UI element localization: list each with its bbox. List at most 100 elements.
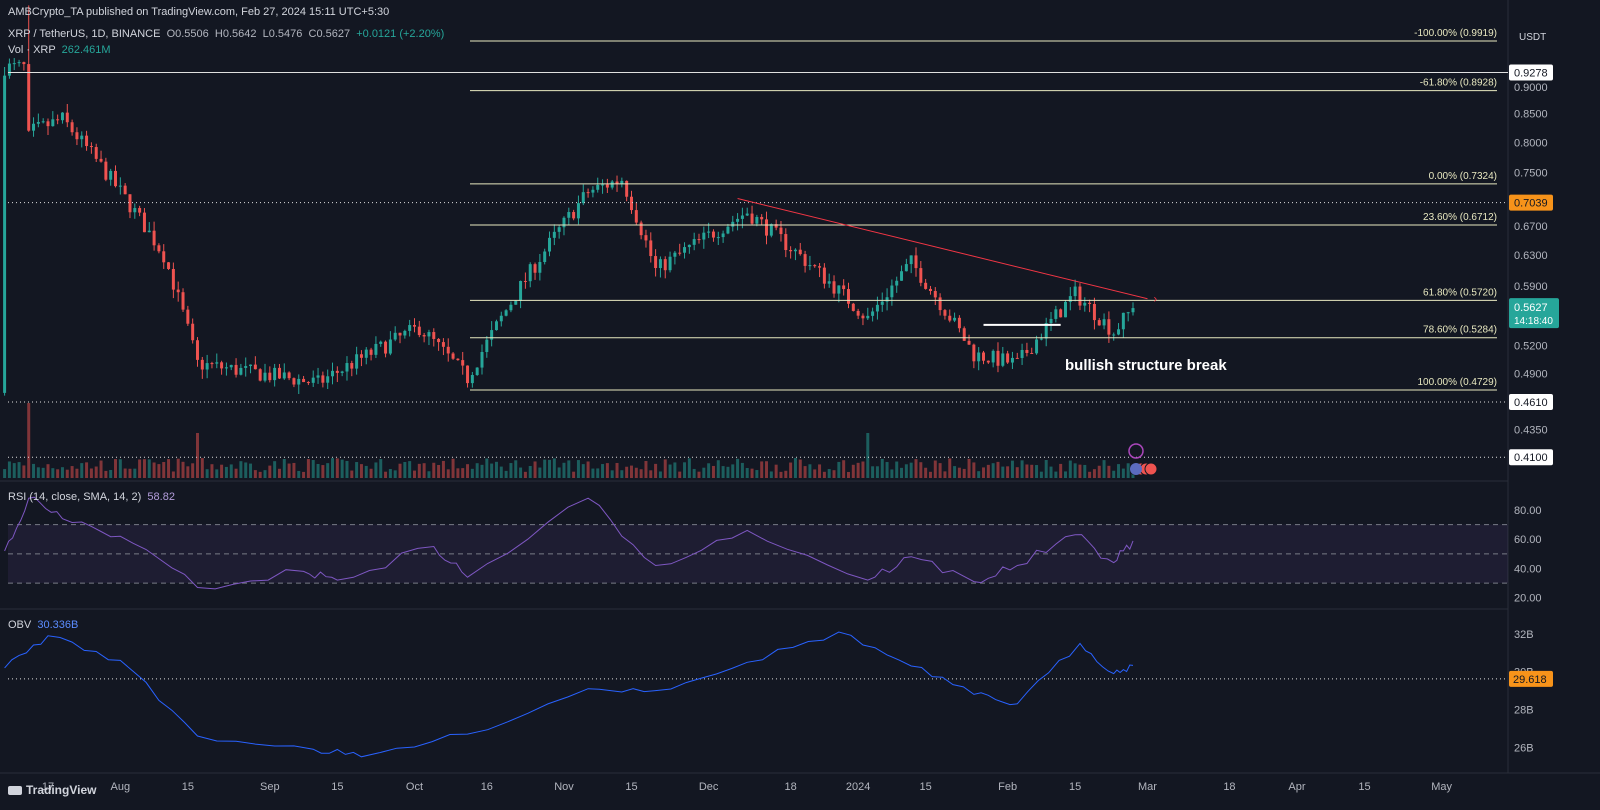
current-price-countdown: 14:18:40 [1514,316,1553,327]
candle-body [552,231,556,238]
candle-body [437,338,441,343]
volume-bar [924,467,928,478]
candle-body [625,180,629,197]
volume-bar [499,466,503,478]
candle-body [1121,312,1125,330]
volume-bar [1112,470,1116,478]
publisher-line: AMBCrypto_TA published on TradingView.co… [8,6,390,18]
obv-label[interactable]: OBV [8,619,32,631]
candle-body [837,285,841,294]
volume-bar [519,467,523,478]
level-price-tag [1509,394,1553,411]
candle-body [909,255,913,265]
volume-bar [760,461,764,478]
volume-bar [480,464,484,478]
candle-body [793,249,797,252]
descending-trendline [737,198,1148,300]
symbol-name[interactable]: XRP / TetherUS, 1D, BINANCE [8,28,161,40]
volume-bar [331,458,335,478]
candle-body [263,372,267,381]
volume-bar [408,461,412,478]
candle-body [268,372,272,381]
volume-bar [1059,463,1063,478]
volume-bar [523,471,527,478]
candle-body [1059,309,1063,318]
fib-level-label: 23.60% (0.6712) [1423,212,1497,223]
rsi-tick-label: 20.00 [1514,593,1542,605]
volume-bar [972,462,976,478]
candle-body [1035,339,1039,354]
current-price-label: 0.5627 [1514,302,1548,314]
candle-body [644,235,648,241]
candle-body [331,370,335,377]
candle-body [962,328,966,341]
volume-bar [581,464,585,478]
candle-body [861,315,865,319]
candle-body [89,146,93,148]
candle-body [1054,309,1058,319]
candle-body [842,285,846,290]
rsi-label[interactable]: RSI (14, close, SMA, 14, 2) [8,491,142,503]
candle-body [528,264,532,282]
volume-bar [335,458,339,478]
country-flag-icon [1130,463,1142,475]
candle-body [162,251,166,263]
volume-bar [948,458,952,478]
volume-bar [369,468,373,478]
volume-bar [494,461,498,478]
volume-bar [986,464,990,478]
volume-bar [85,462,89,478]
volume-bar [215,469,219,478]
volume-bar [138,459,142,478]
candle-body [65,112,69,123]
candle-body [369,349,373,355]
volume-label[interactable]: Vol · XRP [8,44,56,56]
candle-body [109,170,113,180]
candle-body [287,372,291,379]
volume-bar [326,463,330,478]
level-price-label: 0.4100 [1514,452,1548,464]
volume-bar [928,471,932,478]
fib-level-label: -61.80% (0.8928) [1420,78,1497,89]
level-price-label: 0.4610 [1514,397,1548,409]
volume-bar [1068,460,1072,478]
tradingview-logo-text: TradingView [26,783,97,797]
volume-bar [118,459,122,478]
candle-body [967,340,971,345]
candle-body [388,339,392,354]
volume-bar [384,471,388,478]
volume-bar [282,459,286,478]
volume-bar [65,469,69,478]
volume-bar [379,459,383,478]
level-price-tag [1509,449,1553,466]
candle-body [210,363,214,365]
candle-body [85,135,89,147]
volume-bar [687,458,691,478]
candle-body [249,364,253,367]
candle-body [157,245,161,252]
candle-body [721,233,725,238]
y-tick-label: 0.9000 [1514,82,1548,94]
candle-body [7,63,11,76]
candle-body [412,325,416,327]
candle-body [451,353,455,359]
volume-bar [851,464,855,478]
volume-bar [32,463,36,478]
candle-body [379,341,383,344]
candle-body [779,227,783,235]
volume-bar [109,469,113,478]
volume-bar [629,465,633,478]
trendline-arrow-icon: › [1153,294,1157,306]
volume-bar [798,459,802,478]
volume-bar [412,470,416,478]
x-tick-label: Aug [111,781,131,793]
volume-bar [249,463,253,478]
volume-bar [1092,469,1096,478]
candle-body [769,224,773,236]
tradingview-logo[interactable]: TradingView [8,783,96,797]
candle-body [215,362,219,364]
volume-bar [393,470,397,478]
volume-bar [475,463,479,478]
